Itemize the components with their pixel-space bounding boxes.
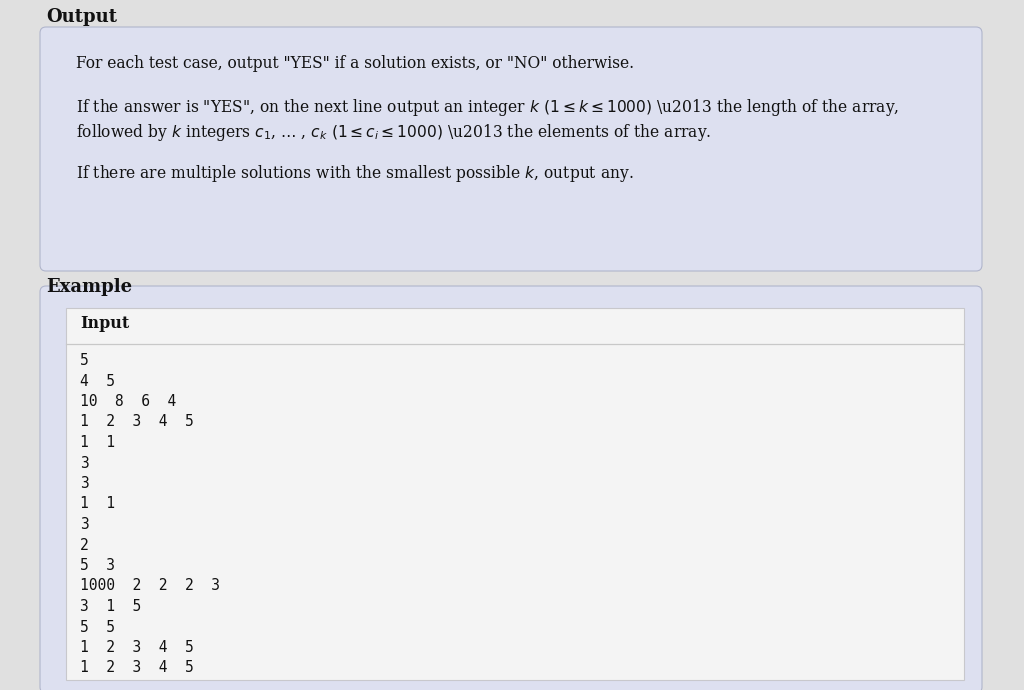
FancyBboxPatch shape xyxy=(66,308,964,680)
FancyBboxPatch shape xyxy=(40,27,982,271)
Text: 3: 3 xyxy=(80,476,89,491)
Text: 1  2  3  4  5: 1 2 3 4 5 xyxy=(80,415,194,429)
Text: Output: Output xyxy=(46,8,117,26)
Text: 10  8  6  4: 10 8 6 4 xyxy=(80,394,176,409)
Text: 5  3: 5 3 xyxy=(80,558,115,573)
Text: 1000  2  2  2  3: 1000 2 2 2 3 xyxy=(80,578,220,593)
Text: 3  1  5: 3 1 5 xyxy=(80,599,141,614)
Text: For each test case, output "YES" if a solution exists, or "NO" otherwise.: For each test case, output "YES" if a so… xyxy=(76,55,634,72)
Text: 5  5: 5 5 xyxy=(80,620,115,635)
Text: Example: Example xyxy=(46,278,132,296)
Text: 1  2  3  4  5: 1 2 3 4 5 xyxy=(80,660,194,676)
Text: followed by $k$ integers $c_1$, $\ldots$ , $c_k$ $(1 \leq c_i \leq 1000)$ \u2013: followed by $k$ integers $c_1$, $\ldots$… xyxy=(76,122,712,143)
Text: 5: 5 xyxy=(80,353,89,368)
Text: 2: 2 xyxy=(80,538,89,553)
Text: 3: 3 xyxy=(80,455,89,471)
Text: 1  2  3  4  5: 1 2 3 4 5 xyxy=(80,640,194,655)
Text: 4  5: 4 5 xyxy=(80,373,115,388)
Text: Input: Input xyxy=(80,315,129,332)
Text: If the answer is "YES", on the next line output an integer $k$ $(1 \leq k \leq 1: If the answer is "YES", on the next line… xyxy=(76,97,899,118)
Text: 1  1: 1 1 xyxy=(80,435,115,450)
Text: 3: 3 xyxy=(80,517,89,532)
FancyBboxPatch shape xyxy=(40,286,982,690)
Text: 1  1: 1 1 xyxy=(80,497,115,511)
Text: If there are multiple solutions with the smallest possible $k$, output any.: If there are multiple solutions with the… xyxy=(76,163,634,184)
